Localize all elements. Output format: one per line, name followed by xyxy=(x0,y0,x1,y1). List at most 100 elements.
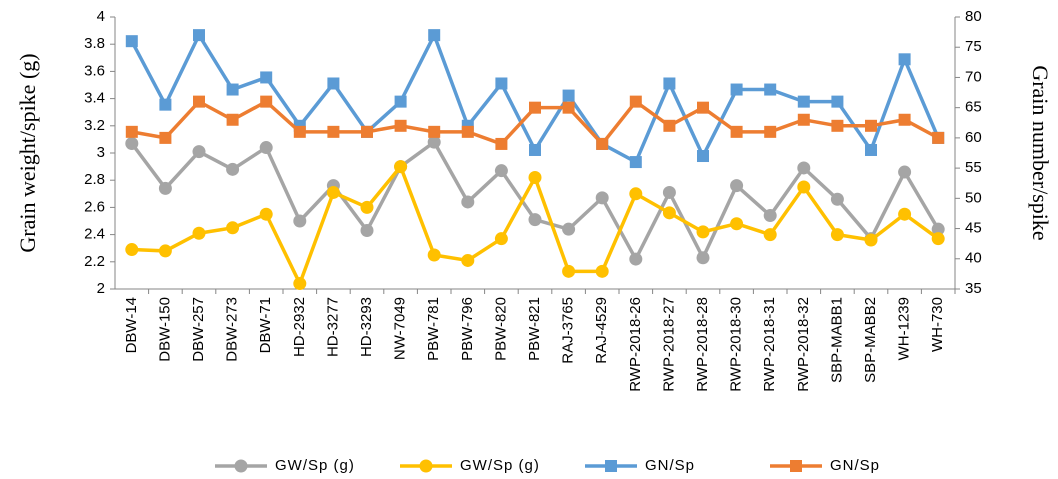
point xyxy=(226,221,240,235)
y2-tick-label: 75 xyxy=(965,38,982,55)
point xyxy=(394,95,407,108)
point xyxy=(763,228,777,242)
point xyxy=(730,217,744,231)
point xyxy=(898,53,911,66)
x-tick-label: RWP-2018-27 xyxy=(660,297,677,392)
x-tick-label: HD-2932 xyxy=(291,297,308,357)
x-tick-label: NW-7049 xyxy=(392,297,409,360)
x-tick-label: RWP-2018-31 xyxy=(761,297,778,392)
point xyxy=(764,83,777,96)
series-line xyxy=(130,30,940,165)
x-tick-label: RAJ-3765 xyxy=(560,297,577,364)
point xyxy=(159,98,172,111)
legend-marker xyxy=(790,460,802,472)
point xyxy=(730,83,743,96)
point xyxy=(865,119,877,132)
point xyxy=(898,207,912,221)
point xyxy=(494,164,508,178)
point xyxy=(763,209,777,223)
point xyxy=(730,179,744,193)
point xyxy=(797,161,811,175)
point xyxy=(629,95,642,108)
y2-tick-label: 40 xyxy=(965,250,982,267)
point xyxy=(931,222,945,236)
point xyxy=(226,113,239,126)
y-tick-label: 3.2 xyxy=(84,117,105,134)
x-tick-label: PBW-796 xyxy=(459,297,476,361)
point xyxy=(125,125,138,138)
x-tick-label: RWP-2018-30 xyxy=(728,297,745,392)
y-tick-label: 2.6 xyxy=(84,198,105,215)
x-tick-label: HD-3293 xyxy=(358,297,375,357)
point xyxy=(528,213,542,227)
y-tick-label: 2.8 xyxy=(84,171,105,188)
point xyxy=(864,233,878,247)
point xyxy=(529,143,541,156)
legend-label: GW/Sp (g) xyxy=(460,457,540,474)
point xyxy=(260,71,273,84)
point xyxy=(562,264,576,278)
point xyxy=(697,101,709,114)
point xyxy=(629,252,643,266)
y2-tick-label: 80 xyxy=(965,8,982,25)
point xyxy=(562,222,576,236)
point xyxy=(529,101,541,114)
legend-label: GN/Sp xyxy=(645,457,695,474)
point xyxy=(327,125,340,138)
point xyxy=(932,131,945,144)
x-tick-label: DBW-14 xyxy=(123,297,140,353)
point xyxy=(461,195,475,209)
point xyxy=(259,141,273,155)
point xyxy=(830,228,844,242)
x-tick-label: DBW-273 xyxy=(224,297,241,362)
y-tick-label: 2.4 xyxy=(84,226,105,243)
point xyxy=(562,89,575,102)
point xyxy=(327,77,340,90)
point xyxy=(394,160,408,174)
point xyxy=(629,187,643,201)
point xyxy=(865,143,877,156)
point xyxy=(831,119,844,132)
point xyxy=(461,253,475,267)
point xyxy=(427,248,441,262)
x-tick-label: SBP-MABB2 xyxy=(862,297,879,383)
point xyxy=(125,35,138,48)
point xyxy=(158,181,172,195)
point xyxy=(696,251,710,265)
x-tick-label: PBW-781 xyxy=(425,297,442,361)
point xyxy=(226,162,240,176)
legend-marker xyxy=(605,460,617,472)
point xyxy=(697,150,709,163)
y2-tick-label: 45 xyxy=(965,220,982,237)
point xyxy=(663,77,676,90)
point xyxy=(931,232,945,246)
x-tick-label: WH-730 xyxy=(929,297,946,352)
x-tick-label: RWP-2018-28 xyxy=(694,297,711,392)
point xyxy=(125,243,139,257)
y2-tick-label: 55 xyxy=(965,159,982,176)
point xyxy=(125,136,139,150)
x-tick-label: PBW-821 xyxy=(526,297,543,361)
point xyxy=(662,185,676,199)
legend-marker xyxy=(419,459,433,473)
point xyxy=(394,119,407,132)
y-tick-label: 4 xyxy=(97,8,105,25)
x-tick-label: WH-1239 xyxy=(896,297,913,360)
x-tick-label: HD-3277 xyxy=(324,297,341,357)
y2-tick-label: 65 xyxy=(965,99,982,116)
point xyxy=(831,95,844,108)
point xyxy=(797,180,811,194)
point xyxy=(428,125,441,138)
y-axis-label: Grain weight/spike (g) xyxy=(15,53,40,252)
y2-axis-label: Grain number/spike xyxy=(1028,65,1053,240)
y2-tick-label: 70 xyxy=(965,68,982,85)
point xyxy=(596,137,609,150)
point xyxy=(293,277,307,291)
point xyxy=(663,119,676,132)
point xyxy=(360,200,374,214)
point xyxy=(360,224,374,238)
point xyxy=(898,113,911,126)
point xyxy=(730,125,743,138)
point xyxy=(461,125,474,138)
x-tick-label: DBW-71 xyxy=(257,297,274,353)
